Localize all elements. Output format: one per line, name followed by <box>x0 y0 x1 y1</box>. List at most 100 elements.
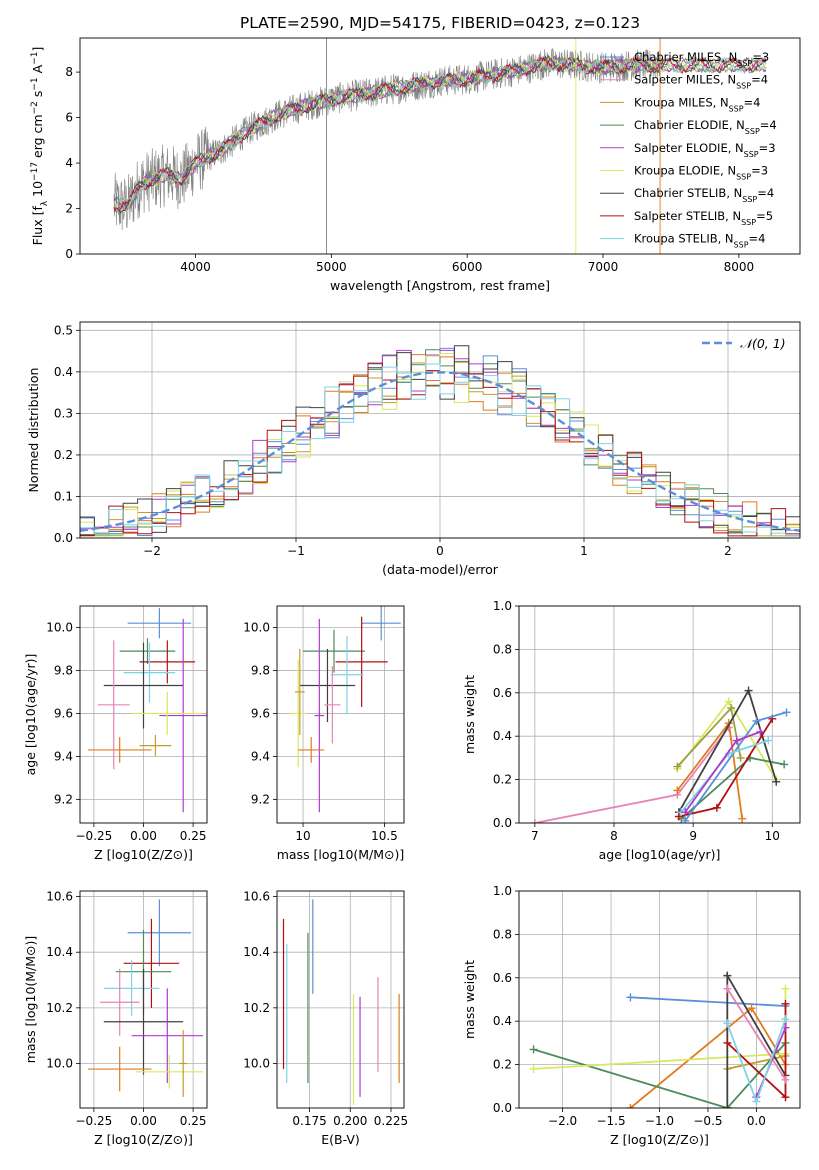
text: Normed distribution <box>26 368 41 493</box>
x-axis-label: wavelength [Angstrom, rest frame] <box>330 278 550 293</box>
text: Flux [f <box>30 206 45 246</box>
legend-count: =3 <box>751 164 768 178</box>
y-tick-label: 10.0 <box>46 620 73 634</box>
x-tick-label: −1 <box>287 544 305 558</box>
data-point <box>530 819 539 823</box>
data-point <box>723 971 732 980</box>
data-point <box>780 760 789 769</box>
plot-area <box>282 899 400 1106</box>
text: Z [log10(Z/Z⊙)] <box>610 1132 709 1147</box>
y-tick-label: 9.4 <box>54 749 73 763</box>
text: Z [log10(Z/Z⊙)] <box>94 847 193 862</box>
y-tick-label: 10.2 <box>46 1001 73 1015</box>
y-tick-label: 0.1 <box>54 489 73 503</box>
legend-sub: SSP <box>745 127 760 136</box>
plot-area <box>113 38 767 254</box>
data-point <box>736 753 745 762</box>
legend-count: =3 <box>752 50 769 64</box>
sup: −17 <box>30 162 40 181</box>
text: (data-model)/error <box>382 562 499 577</box>
x-tick-label: 7 <box>531 829 539 843</box>
data-point <box>756 727 765 736</box>
y-tick-label: 0.8 <box>493 927 512 941</box>
y-tick-label: 1.0 <box>493 884 512 898</box>
y-tick-label: 10.2 <box>243 1001 270 1015</box>
x-axis-label: Z [log10(Z/Z⊙)] <box>94 1132 193 1147</box>
data-point <box>674 812 683 821</box>
legend-entry: Salpeter STELIB, NSSP=5 <box>634 209 773 227</box>
plot-area <box>80 345 800 537</box>
legend-entry: Salpeter MILES, NSSP=4 <box>634 73 768 91</box>
x-axis-label: (data-model)/error <box>382 562 499 577</box>
data-point <box>681 808 690 817</box>
y-tick-label: 0.2 <box>493 1058 512 1072</box>
axes-frame <box>276 605 405 824</box>
data-point <box>724 697 733 706</box>
x-tick-label: 8 <box>610 829 618 843</box>
observed-spectrum <box>113 48 661 231</box>
x-tick-label: 0.200 <box>333 1114 367 1128</box>
histogram-series <box>80 363 800 537</box>
panel-residuals: 𝒩(0, 1) −2 −1 0 1 2 0.0 0.1 0.2 0.3 0.4 0.5 (data-mo… <box>26 321 801 577</box>
data-point <box>626 993 635 1002</box>
x-tick-label: −0.25 <box>76 1114 113 1128</box>
legend-sub: SSP <box>734 240 749 249</box>
data-point <box>764 736 773 745</box>
legend-entry: Chabrier MILES, NSSP=3 <box>634 50 769 68</box>
data-point <box>673 762 682 771</box>
y-tick-label: 10.0 <box>46 1056 73 1070</box>
text: Z [log10(Z/Z⊙)] <box>94 1132 193 1147</box>
y-tick-label: 10.6 <box>46 890 73 904</box>
text: age [log10(age/yr)] <box>23 654 38 776</box>
x-tick-label: −2 <box>143 544 161 558</box>
text: mass weight <box>462 960 477 1039</box>
y-tick-label: 0.0 <box>493 816 512 830</box>
model-spectrum <box>113 55 767 212</box>
legend-entry: Salpeter ELODIE, NSSP=3 <box>634 141 776 159</box>
model-spectrum <box>113 56 767 209</box>
model-spectrum <box>113 55 767 214</box>
y-tick-label: 0.4 <box>493 729 512 743</box>
legend-count: =4 <box>751 73 768 87</box>
panel-mass_vs_Z: −0.25 0.00 0.25 10.0 10.2 10.4 10.6 Z [log10(Z/… <box>23 890 208 1147</box>
y-tick-label: 9.2 <box>251 792 270 806</box>
normal-reference-curve <box>80 371 800 532</box>
y-axis-label: mass weight <box>462 960 477 1039</box>
x-tick-label: −0.25 <box>76 829 113 843</box>
y-tick-label: 10.0 <box>243 1056 270 1070</box>
x-tick-label: 0.25 <box>180 1114 207 1128</box>
x-axis-label: Z [log10(Z/Z⊙)] <box>610 1132 709 1147</box>
y-axis-label: Flux [fλ 10−17 erg cm−2 s−1 A−1] <box>30 47 50 246</box>
data-point <box>723 984 732 993</box>
x-tick-label: 0.225 <box>374 1114 408 1128</box>
plot-area <box>87 899 204 1097</box>
y-tick-label: 10.4 <box>243 945 270 959</box>
panel-mass_vs_ebv: 0.175 0.200 0.225 10.0 10.2 10.4 10.6 E(B-V) <box>243 890 408 1147</box>
data-point <box>673 786 682 795</box>
x-tick-label: 0.25 <box>180 829 207 843</box>
y-tick-label: 9.2 <box>54 792 73 806</box>
x-axis-label: age [log10(age/yr)] <box>599 847 721 862</box>
data-point <box>529 1064 538 1073</box>
legend-count: =4 <box>749 232 766 246</box>
x-axis-label: Z [log10(Z/Z⊙)] <box>94 847 193 862</box>
data-point <box>747 1004 756 1013</box>
data-point <box>781 1075 790 1084</box>
y-tick-label: 0.8 <box>493 642 512 656</box>
data-point <box>781 1093 790 1102</box>
x-tick-label: 9 <box>689 829 697 843</box>
plot-area <box>290 606 401 813</box>
x-tick-label: 8000 <box>724 260 755 274</box>
x-tick-label: 0.0 <box>747 1114 766 1128</box>
data-point <box>781 1015 790 1024</box>
x-tick-label: −1.0 <box>645 1114 674 1128</box>
legend-count: =4 <box>760 118 777 132</box>
text: A <box>30 64 45 77</box>
legend-count: =5 <box>756 209 773 223</box>
y-tick-label: 0.3 <box>54 406 73 420</box>
legend-entry: Chabrier STELIB, NSSP=4 <box>634 186 774 204</box>
x-tick-label: −0.5 <box>693 1114 722 1128</box>
data-point <box>723 1019 732 1028</box>
y-axis-label: mass [log10(M/M⊙)] <box>23 936 38 1064</box>
legend-sub: SSP <box>736 172 751 181</box>
